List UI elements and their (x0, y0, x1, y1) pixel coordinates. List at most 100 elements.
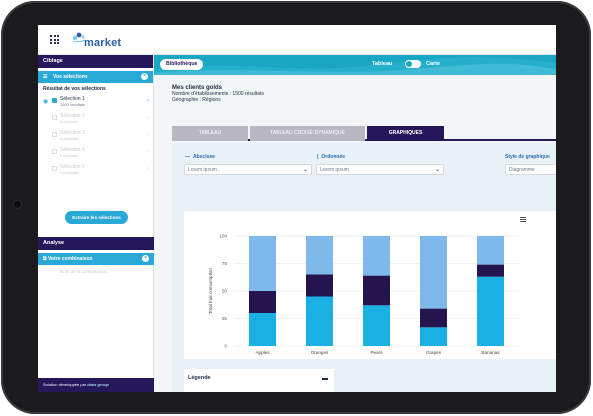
sidebar-footer: Solution développée par idaia group (38, 378, 154, 392)
selection-name: Sélection 2 (60, 113, 85, 119)
tab-tableau[interactable]: TABLEAU (172, 126, 248, 141)
toggle-map-label: Carte (426, 61, 441, 67)
header-banner: Bibliothèque Tableau Carte (154, 55, 556, 75)
bar-segment (420, 327, 447, 346)
combination-icon: ⧉ (43, 256, 48, 262)
tab-graphiques[interactable]: GRAPHIQUES (367, 126, 444, 141)
switch-knob (406, 61, 412, 67)
chart-panel: — Abscisse Lorem ipsum ⌄ | Ordonnée Lorem i… (172, 143, 556, 392)
chevron-right-icon[interactable]: › (147, 166, 149, 172)
bar-icon: | (317, 154, 319, 160)
selection-item[interactable]: ◉ Sélection 1 1500 résultats › (38, 95, 153, 112)
ordonnee-value: Lorem ipsum (320, 167, 349, 173)
main-content: Bibliothèque Tableau Carte Mes clients g… (154, 55, 556, 392)
chevron-right-icon[interactable]: › (147, 149, 149, 155)
footer-prefix: Solution développée par (43, 382, 87, 387)
selection-count: 0 résultats (60, 153, 79, 158)
chevron-down-icon: ⌄ (434, 167, 440, 173)
selection-name: Sélection 3 (60, 130, 85, 136)
bar-segment (420, 308, 447, 328)
chevron-right-icon: › (148, 269, 151, 274)
bar-segment (420, 236, 447, 309)
x-tick-label: Bananas (481, 350, 500, 355)
close-icon[interactable]: × (142, 255, 149, 262)
analyse-section: Analyse ⧉ Votre combinaison × Nom de la … (38, 237, 154, 274)
checkbox[interactable] (52, 115, 57, 120)
tab-tableau-croise[interactable]: TABLEAU CROISÉ DYNAMIQUE (250, 126, 365, 141)
combination-bar[interactable]: ⧉ Votre combinaison × (38, 253, 154, 265)
checkbox[interactable] (52, 149, 57, 154)
dash-icon: — (185, 154, 190, 160)
logo-mark-icon (72, 32, 86, 43)
bar-segment (477, 264, 504, 277)
abscisse-label: — Abscisse (185, 154, 215, 160)
selections-bar[interactable]: ☰ Vos sélections × (38, 71, 153, 83)
selection-count: 1500 résultats (60, 102, 86, 107)
x-tick-label: Apples (255, 350, 270, 355)
top-header: market (38, 25, 556, 55)
page-title: Mes clients golds (172, 85, 223, 91)
bar-segment (249, 291, 276, 313)
clients-info: Mes clients golds Nombre d'établissement… (172, 85, 264, 103)
stacked-bar-chart: 0 25 50 75 100 Total fruit consumption Apples O… (208, 234, 519, 355)
bar-segment (306, 296, 333, 346)
library-button[interactable]: Bibliothèque (160, 59, 204, 70)
combination-name: Nom de la combinaison (60, 269, 108, 274)
style-label: Style de graphique (505, 154, 550, 160)
y-tick-label: 25 (222, 316, 228, 321)
view-tabs: TABLEAU TABLEAU CROISÉ DYNAMIQUE GRAPHIQ… (172, 126, 556, 141)
x-tick-label: Grapes (426, 350, 442, 355)
selection-count: 0 résultats (60, 119, 79, 124)
camera (14, 201, 21, 208)
selection-name: Sélection 4 (60, 147, 85, 153)
view-switch[interactable] (405, 60, 421, 68)
style-select[interactable]: Diagramme (505, 164, 556, 175)
bar-segment (306, 236, 333, 275)
selection-name: Sélection 1 (60, 96, 85, 102)
apps-grid-icon[interactable] (50, 35, 59, 44)
abscisse-select[interactable]: Lorem ipsum ⌄ (184, 164, 312, 175)
results-title: Résultat de vos sélections (43, 86, 106, 92)
bar-segment (363, 236, 390, 276)
sidebar: Ciblage ☰ Vos sélections × Résultat de vo… (38, 55, 154, 392)
chart-card: 0 25 50 75 100 Total fruit consumption Apples O… (184, 211, 556, 359)
combination-name-field[interactable]: Nom de la combinaison › (38, 265, 154, 274)
combination-label: Votre combinaison (47, 256, 93, 262)
ciblage-header: Ciblage (38, 55, 153, 68)
chevron-right-icon[interactable]: › (147, 115, 149, 121)
bar-segment (249, 313, 276, 346)
collapse-icon[interactable] (322, 378, 328, 380)
selection-count: 0 résultats (60, 170, 79, 175)
bar-segment (363, 305, 390, 346)
y-tick-label: 0 (224, 344, 227, 349)
ordonnee-select[interactable]: Lorem ipsum ⌄ (316, 164, 444, 175)
y-tick-label: 100 (219, 234, 227, 239)
footer-brand: idaia group (87, 382, 109, 387)
checkbox[interactable] (52, 132, 57, 137)
y-tick-label: 75 (222, 261, 228, 266)
app-logo: market (84, 37, 122, 49)
extract-button[interactable]: Extraire les sélections (65, 211, 128, 224)
checkbox[interactable] (52, 166, 57, 171)
chevron-right-icon[interactable]: › (147, 132, 149, 138)
close-icon[interactable]: × (141, 73, 148, 80)
eye-icon[interactable]: ◉ (43, 99, 49, 105)
count-line: Nombre d'établissements : 1500 résultats (172, 91, 264, 97)
selection-count: 0 résultats (60, 136, 79, 141)
x-tick-label: Pears (370, 350, 383, 355)
x-tick-label: Oranges (311, 350, 329, 355)
bar-segment (306, 274, 333, 297)
chevron-down-icon: ⌄ (302, 167, 308, 173)
abscisse-text: Abscisse (193, 154, 215, 160)
checkbox[interactable] (52, 98, 57, 103)
wave-decoration (154, 55, 556, 75)
chevron-right-icon[interactable]: › (147, 98, 149, 104)
bar-segment (477, 276, 504, 346)
chart-menu-icon[interactable] (520, 217, 526, 222)
analyse-header: Analyse (38, 237, 154, 250)
